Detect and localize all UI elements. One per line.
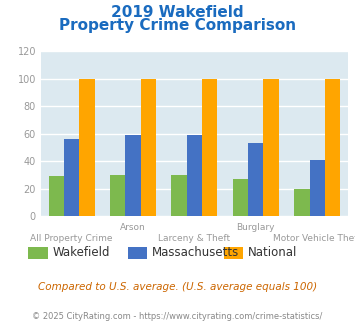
Bar <box>202 79 217 216</box>
Bar <box>294 189 310 216</box>
Text: Property Crime Comparison: Property Crime Comparison <box>59 18 296 33</box>
Text: Burglary: Burglary <box>236 223 275 232</box>
Text: Arson: Arson <box>120 223 146 232</box>
Text: 2019 Wakefield: 2019 Wakefield <box>111 5 244 20</box>
Bar <box>79 79 94 216</box>
Bar <box>110 175 125 216</box>
Bar <box>125 135 141 216</box>
Text: Larceny & Theft: Larceny & Theft <box>158 234 230 243</box>
Text: National: National <box>248 246 297 259</box>
Bar <box>171 175 187 216</box>
Text: Massachusetts: Massachusetts <box>152 246 239 259</box>
Bar <box>233 179 248 216</box>
Bar <box>248 143 263 216</box>
Text: Wakefield: Wakefield <box>53 246 110 259</box>
Bar <box>310 160 325 216</box>
Text: Motor Vehicle Theft: Motor Vehicle Theft <box>273 234 355 243</box>
Bar <box>49 176 64 216</box>
Bar <box>263 79 279 216</box>
Text: © 2025 CityRating.com - https://www.cityrating.com/crime-statistics/: © 2025 CityRating.com - https://www.city… <box>32 312 323 321</box>
Text: Compared to U.S. average. (U.S. average equals 100): Compared to U.S. average. (U.S. average … <box>38 282 317 292</box>
Bar <box>187 135 202 216</box>
Bar <box>325 79 340 216</box>
Bar <box>141 79 156 216</box>
Text: All Property Crime: All Property Crime <box>30 234 113 243</box>
Bar <box>64 139 79 216</box>
